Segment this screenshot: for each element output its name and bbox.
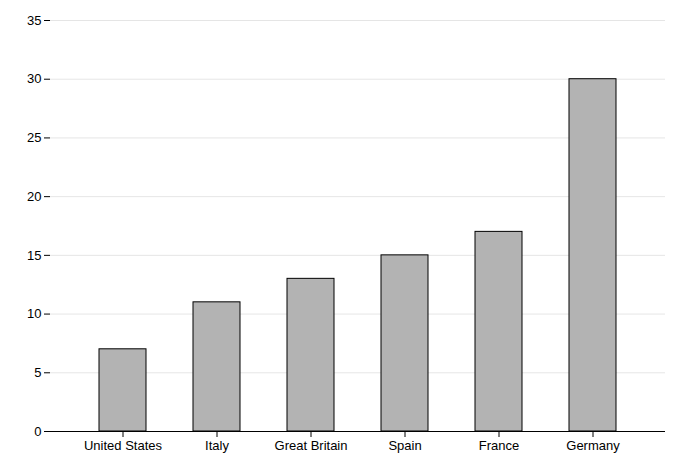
svg-text:15: 15 xyxy=(27,248,41,263)
svg-text:Spain: Spain xyxy=(388,438,421,453)
svg-text:Germany: Germany xyxy=(566,438,620,453)
svg-text:France: France xyxy=(479,438,519,453)
svg-text:30: 30 xyxy=(27,71,41,86)
svg-text:25: 25 xyxy=(27,130,41,145)
svg-text:Italy: Italy xyxy=(205,438,229,453)
svg-text:United States: United States xyxy=(84,438,163,453)
svg-text:Great Britain: Great Britain xyxy=(275,438,348,453)
svg-text:10: 10 xyxy=(27,306,41,321)
svg-text:0: 0 xyxy=(34,424,41,439)
svg-text:35: 35 xyxy=(27,13,41,28)
svg-text:20: 20 xyxy=(27,189,41,204)
svg-text:5: 5 xyxy=(34,365,41,380)
